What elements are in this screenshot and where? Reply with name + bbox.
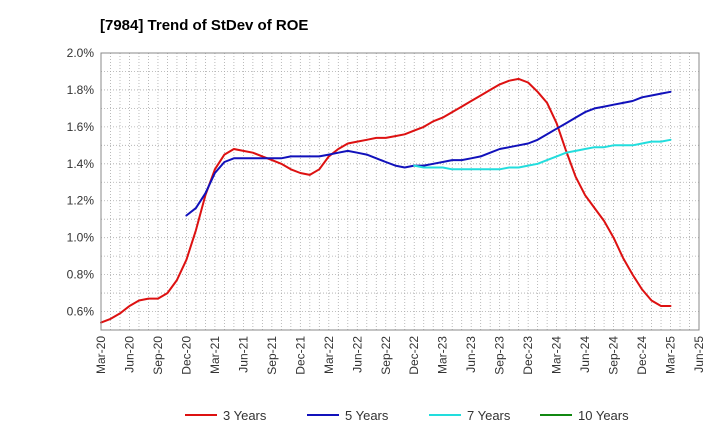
y-tick-label: 1.4%	[67, 157, 95, 171]
legend-label-5-years: 5 Years	[345, 408, 389, 423]
x-axis: Mar-20 Jun-20 Sep-20 Dec-20 Mar-21 Jun-21 Sep-…	[94, 336, 706, 375]
y-axis: 0.6% 0.8% 1.0% 1.2% 1.4% 1.6% 1.8% 2.0%	[67, 46, 95, 319]
series-layer	[100, 77, 672, 324]
y-tick-label: 1.6%	[67, 120, 95, 134]
x-tick-label: Sep-24	[607, 336, 621, 375]
x-tick-label: Jun-22	[350, 336, 364, 373]
y-tick-label: 0.8%	[67, 268, 95, 282]
legend-label-3-years: 3 Years	[223, 408, 267, 423]
x-tick-label: Sep-20	[151, 336, 165, 375]
x-tick-label: Jun-21	[236, 336, 250, 373]
x-tick-label: Dec-23	[521, 336, 535, 375]
x-tick-label: Jun-25	[692, 336, 706, 373]
y-tick-label: 0.6%	[67, 305, 95, 319]
plot-area	[101, 53, 699, 330]
legend-label-10-years: 10 Years	[578, 408, 629, 423]
x-tick-label: Sep-22	[379, 336, 393, 375]
x-tick-label: Mar-21	[208, 336, 222, 374]
x-tick-label: Dec-20	[179, 336, 193, 375]
x-tick-label: Jun-23	[464, 336, 478, 373]
x-tick-label: Jun-20	[122, 336, 136, 373]
y-tick-label: 2.0%	[67, 46, 95, 60]
x-tick-label: Mar-20	[94, 336, 108, 374]
legend-label-7-years: 7 Years	[467, 408, 511, 423]
x-tick-label: Sep-21	[265, 336, 279, 375]
series-line-3-years	[100, 77, 672, 324]
series-line-5-years	[185, 90, 672, 217]
x-tick-label: Jun-24	[578, 336, 592, 373]
y-tick-label: 1.8%	[67, 83, 95, 97]
grid	[101, 53, 699, 330]
chart-title: [7984] Trend of StDev of ROE	[100, 17, 308, 34]
legend: 3 Years 5 Years 7 Years 10 Years	[185, 408, 629, 423]
x-tick-label: Mar-24	[550, 336, 564, 374]
x-tick-label: Mar-25	[664, 336, 678, 374]
x-tick-label: Dec-24	[635, 336, 649, 375]
plot-frame	[100, 52, 700, 331]
y-tick-label: 1.2%	[67, 194, 95, 208]
x-tick-label: Dec-22	[407, 336, 421, 375]
y-tick-label: 1.0%	[67, 231, 95, 245]
series-line-7-years	[413, 138, 672, 171]
x-tick-label: Dec-21	[293, 336, 307, 375]
x-tick-label: Sep-23	[493, 336, 507, 375]
x-tick-label: Mar-23	[436, 336, 450, 374]
x-tick-label: Mar-22	[322, 336, 336, 374]
